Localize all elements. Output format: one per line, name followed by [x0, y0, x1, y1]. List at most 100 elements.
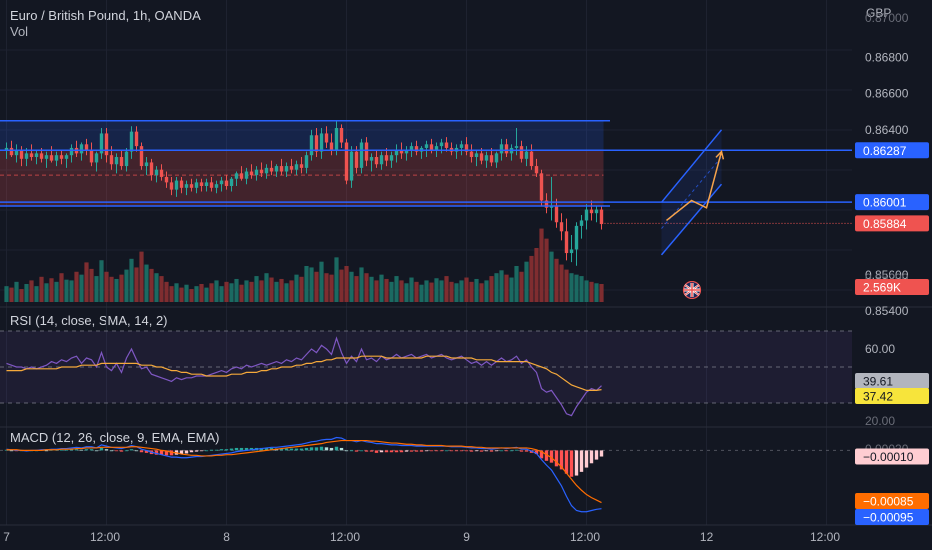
candle [289, 158, 294, 174]
rsi-pane [0, 330, 852, 417]
volume-bar [184, 284, 189, 302]
candle [459, 140, 464, 156]
candle-body [489, 155, 494, 163]
uk-flag-icon[interactable] [681, 281, 703, 299]
candle-body [579, 220, 584, 226]
candle-body [149, 162, 154, 176]
macd-histogram-bar [464, 450, 469, 452]
macd-histogram-bar [479, 450, 484, 452]
volume-bar [449, 281, 454, 302]
candle [159, 164, 164, 181]
price-tick-label: 0.85400 [865, 304, 909, 318]
volume-bar [419, 284, 424, 302]
macd-histogram-bar [459, 450, 464, 452]
candle [564, 218, 569, 261]
time-tick-label: 12:00 [810, 530, 840, 544]
candle-body [334, 128, 339, 150]
candle-body [564, 231, 569, 254]
candle-body [4, 147, 9, 150]
candle-body [154, 169, 159, 176]
candle [359, 138, 364, 174]
macd-histogram-bar [289, 448, 294, 451]
macd-signal-badge: −0.00085 [863, 495, 914, 509]
candle [544, 193, 549, 214]
macd-histogram-bar [64, 449, 69, 451]
volume-bar [469, 281, 474, 302]
volume-bar [514, 266, 519, 302]
candle-body [504, 144, 509, 154]
volume-bar [44, 283, 49, 302]
volume-bar [14, 281, 19, 302]
volume-bar [484, 280, 489, 302]
candle-body [529, 151, 534, 167]
candle-body [279, 166, 284, 172]
candle-body [374, 157, 379, 165]
volume-bar [9, 287, 14, 302]
candle-body [34, 153, 39, 157]
candle-body [9, 147, 14, 156]
macd-histogram-bar [344, 450, 349, 452]
macd-histogram-bar [59, 449, 64, 451]
candle-body [134, 131, 139, 147]
macd-histogram-bar [354, 450, 359, 452]
candle-body [94, 153, 99, 163]
price-axis[interactable]: 0.86800 0.86600 0.86400 0.85600 0.85400 0.870… [855, 11, 929, 525]
candle [119, 149, 124, 170]
macd-histogram-bar [94, 450, 99, 452]
macd-histogram-bar [519, 450, 524, 452]
macd-histogram-bar [569, 450, 574, 477]
macd-histogram-bar [399, 450, 404, 453]
candle-body [514, 146, 519, 148]
volume-bar [399, 280, 404, 302]
volume-badge-bg [855, 279, 929, 295]
volume-bar [154, 273, 159, 302]
macd-legend: MACD (12, 26, close, 9, EMA, EMA) [10, 430, 220, 445]
volume-bar [544, 238, 549, 302]
candle-body [199, 182, 204, 186]
candle-body [369, 157, 374, 161]
volume-bar [34, 286, 39, 302]
candle [574, 222, 579, 266]
candle [79, 142, 84, 161]
macd-histogram-bar [564, 450, 569, 474]
macd-histogram-bar [204, 450, 209, 452]
volume-bar [409, 277, 414, 302]
candle [179, 176, 184, 194]
volume-bar [429, 282, 434, 302]
macd-histogram-bar [319, 446, 324, 451]
candle [239, 166, 244, 181]
volume-bar [599, 284, 604, 302]
candle [569, 234, 574, 263]
candle-body [209, 182, 214, 188]
volume-bar [204, 287, 209, 302]
macd-histogram-bar [469, 450, 474, 452]
macd-histogram-bar [199, 450, 204, 452]
candle [494, 151, 499, 168]
candle-body [64, 155, 69, 159]
volume-bar [134, 267, 139, 302]
macd-histogram-bar [414, 450, 419, 452]
candle [464, 137, 469, 156]
candle-body [119, 157, 124, 167]
candle [174, 176, 179, 197]
volume-bar [584, 280, 589, 302]
candle-body [284, 166, 289, 172]
candle-body [79, 144, 84, 154]
candle-body [324, 133, 329, 143]
candle-body [239, 173, 244, 179]
price-badge-bg [855, 194, 929, 211]
volume-bar [524, 261, 529, 302]
candle [114, 153, 119, 174]
macd-histogram-bar [594, 450, 599, 460]
currency-label: GBP [866, 6, 892, 20]
candle-body [19, 149, 24, 159]
time-tick-label: 9 [463, 530, 470, 544]
volume-bar [479, 283, 484, 302]
macd-histogram-bar [229, 448, 234, 451]
volume-bar [589, 281, 594, 302]
volume-bar [304, 266, 309, 302]
candle [599, 205, 604, 230]
candle [504, 138, 509, 157]
